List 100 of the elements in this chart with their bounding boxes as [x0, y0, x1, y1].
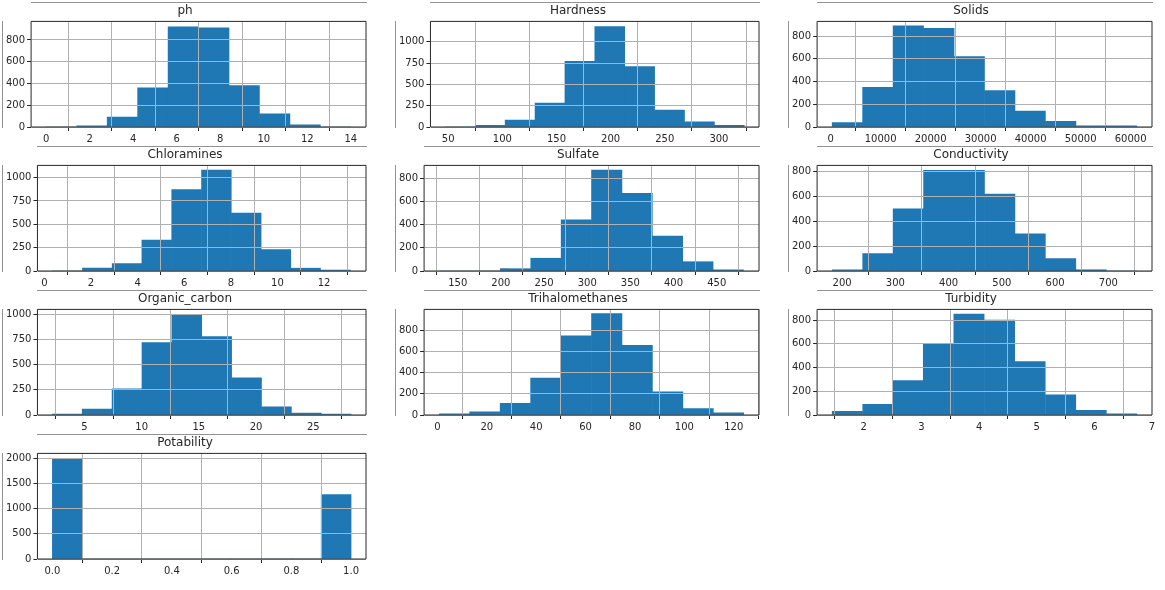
x-tick-label: 700: [1098, 276, 1118, 288]
x-tick-label: 60000: [1114, 132, 1147, 144]
x-tick-label: 20: [249, 420, 263, 432]
y-tick-label: 800: [791, 29, 812, 41]
x-tick-label: 0.2: [104, 564, 121, 576]
y-tick-label: 750: [12, 333, 32, 345]
x-tick-label: 10: [257, 132, 271, 144]
y-tick-label: 0: [25, 264, 32, 276]
x-tick-label: 300: [709, 132, 729, 144]
y-tick-label: 800: [791, 165, 812, 177]
x-tick-label: 7: [1148, 420, 1156, 432]
x-tick-label: 14: [344, 132, 358, 144]
x-tick-label: 20: [480, 420, 494, 432]
x-tick-label: 6: [181, 276, 188, 288]
x-tick-label: 15: [192, 420, 206, 432]
x-tick-label: 150: [546, 132, 567, 144]
y-tick-label: 1000: [6, 171, 32, 183]
y-tick-label: 200: [398, 387, 419, 399]
y-tick-label: 500: [12, 358, 32, 370]
chart-title: Organic_carbon: [137, 291, 233, 306]
y-tick-label: 600: [791, 337, 812, 349]
x-tick-label: 50000: [1064, 132, 1097, 144]
y-tick-label: 0: [25, 408, 32, 420]
x-tick-label: 12: [300, 132, 314, 144]
chart-title: Hardness: [549, 3, 607, 18]
y-tick-label: 500: [12, 527, 32, 539]
x-tick-label: 5: [1033, 420, 1040, 432]
x-tick-label: 25: [306, 420, 320, 432]
y-tick-label: 0: [804, 264, 812, 276]
x-tick-label: 0: [827, 132, 834, 144]
x-tick-label: 50: [441, 132, 455, 144]
chart-title: Trihalomethanes: [527, 291, 628, 306]
x-tick-label: 350: [620, 276, 640, 288]
y-tick-label: 200: [791, 239, 812, 251]
y-tick-label: 400: [398, 218, 419, 230]
x-tick-label: 200: [601, 132, 621, 144]
x-tick-label: 30000: [964, 132, 997, 144]
x-tick-label: 3: [918, 420, 925, 432]
x-tick-label: 2: [86, 132, 93, 144]
x-tick-label: 20000: [914, 132, 947, 144]
chart-title: Turbidity: [944, 291, 997, 306]
x-tick-label: 4: [134, 276, 141, 288]
y-tick-label: 1500: [6, 477, 32, 489]
x-tick-label: 2: [87, 276, 95, 288]
x-tick-label: 10: [271, 276, 284, 288]
x-tick-label: 4: [130, 132, 137, 144]
chart-title: ph: [177, 3, 193, 18]
y-tick-label: 800: [5, 33, 26, 45]
y-tick-label: 2000: [6, 452, 32, 464]
y-tick-label: 800: [791, 313, 812, 325]
y-tick-label: 400: [398, 366, 419, 378]
x-tick-label: 300: [577, 276, 597, 288]
x-tick-label: 600: [1045, 276, 1065, 288]
y-tick-label: 750: [12, 194, 32, 206]
y-tick-label: 400: [791, 214, 812, 226]
x-tick-label: 0.0: [44, 564, 61, 576]
y-tick-label: 250: [405, 99, 425, 111]
y-tick-label: 200: [791, 384, 812, 396]
x-tick-label: 100: [492, 132, 512, 144]
x-tick-label: 80: [628, 420, 642, 432]
chart-title: Chloramines: [147, 147, 223, 162]
y-tick-label: 800: [398, 324, 419, 336]
x-tick-label: 10: [135, 420, 148, 432]
y-tick-label: 0: [411, 264, 419, 276]
x-tick-label: 150: [448, 276, 468, 288]
y-tick-label: 600: [5, 55, 26, 67]
x-tick-label: 2: [860, 420, 867, 432]
y-tick-label: 500: [405, 78, 425, 90]
y-tick-label: 0: [804, 120, 812, 132]
x-tick-label: 200: [491, 276, 511, 288]
x-tick-label: 300: [885, 276, 905, 288]
x-tick-label: 10000: [864, 132, 897, 144]
y-tick-label: 600: [791, 190, 812, 202]
x-tick-label: 8: [217, 132, 224, 144]
x-tick-label: 4: [975, 420, 983, 432]
y-tick-label: 750: [405, 56, 425, 68]
y-tick-label: 800: [398, 171, 419, 183]
x-tick-label: 200: [832, 276, 852, 288]
y-tick-label: 200: [791, 97, 812, 109]
y-tick-label: 400: [5, 77, 26, 89]
x-tick-label: 40: [529, 420, 543, 432]
x-tick-label: 120: [724, 420, 744, 432]
y-tick-label: 250: [12, 383, 32, 395]
x-tick-label: 0: [434, 420, 441, 432]
y-tick-label: 200: [5, 98, 26, 110]
y-tick-label: 0: [411, 408, 419, 420]
y-tick-label: 400: [791, 75, 812, 87]
x-tick-label: 450: [707, 276, 727, 288]
chart-title: Conductivity: [933, 147, 1009, 162]
y-tick-label: 0: [25, 552, 32, 564]
y-tick-label: 0: [18, 120, 26, 132]
chart-title: Potability: [157, 435, 213, 450]
x-tick-label: 500: [992, 276, 1012, 288]
y-tick-label: 600: [791, 52, 812, 64]
y-tick-label: 0: [418, 120, 425, 132]
x-tick-label: 40000: [1014, 132, 1047, 144]
y-tick-label: 600: [398, 345, 419, 357]
x-tick-label: 0: [43, 132, 50, 144]
x-tick-label: 8: [227, 276, 235, 288]
x-tick-label: 60: [579, 420, 592, 432]
